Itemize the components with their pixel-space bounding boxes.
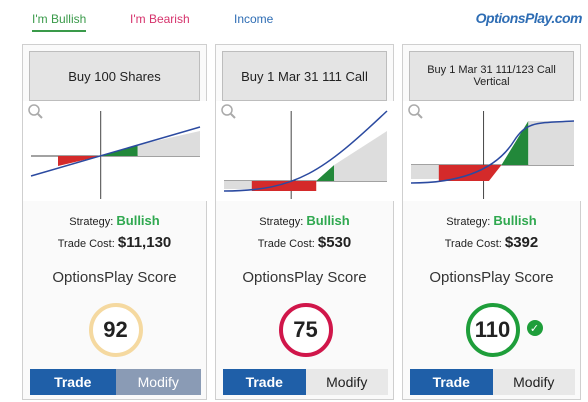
payoff-diagram: [403, 101, 582, 206]
modify-button[interactable]: Modify: [305, 369, 388, 395]
strategy-label: Strategy:: [69, 216, 114, 228]
tab[interactable]: I'm Bearish: [130, 12, 190, 26]
logo[interactable]: OptionsPlay.com: [475, 10, 583, 26]
tab[interactable]: I'm Bullish: [32, 12, 87, 32]
payoff-diagram: [23, 101, 208, 206]
score-circle: 75: [278, 303, 333, 357]
strategy-value: Bullish: [493, 213, 537, 228]
payoff-chart: [23, 101, 208, 201]
card: Buy 1 Mar 31 111/123 Call Vertical Strate…: [402, 44, 582, 400]
card-title: Buy 100 Shares: [29, 51, 200, 101]
cost-value: $392: [504, 234, 539, 251]
score-label: OptionsPlay Score: [52, 269, 177, 286]
card-title: Buy 1 Mar 31 111/123 Call Vertical: [409, 51, 574, 101]
strategy-line: Strategy: Bullish: [23, 213, 206, 228]
payoff-diagram: [216, 101, 395, 206]
payoff-chart: [403, 101, 582, 201]
cost-label: Trade Cost:: [444, 238, 502, 250]
trade-button[interactable]: Trade: [223, 369, 306, 395]
cost-line: Trade Cost: $392: [403, 234, 580, 251]
cost-value: $11,130: [117, 234, 172, 251]
score-label: OptionsPlay Score: [242, 269, 367, 286]
strategy-value: Bullish: [306, 213, 350, 228]
cost-line: Trade Cost: $530: [216, 234, 393, 251]
strategy-line: Strategy: Bullish: [216, 213, 393, 228]
cost-value: $530: [317, 234, 352, 251]
cost-line: Trade Cost: $11,130: [23, 234, 206, 251]
tab[interactable]: Income: [234, 12, 274, 26]
check-icon: ✓: [526, 320, 543, 336]
score-circle: 92: [88, 303, 143, 357]
score-circle: 110: [465, 303, 520, 357]
strategy-line: Strategy: Bullish: [403, 213, 580, 228]
strategy-label: Strategy:: [446, 216, 491, 228]
payoff-chart: [216, 101, 395, 201]
strategy-label: Strategy:: [259, 216, 304, 228]
card: Buy 100 Shares Strategy: Bullish Trade Cos…: [22, 44, 208, 400]
card: Buy 1 Mar 31 111 Call Strategy: Bullish Tr…: [215, 44, 395, 400]
cost-label: Trade Cost:: [57, 238, 115, 250]
score-label: OptionsPlay Score: [429, 269, 554, 286]
strategy-value: Bullish: [116, 213, 160, 228]
modify-button[interactable]: Modify: [492, 369, 575, 395]
trade-button[interactable]: Trade: [410, 369, 493, 395]
card-title: Buy 1 Mar 31 111 Call: [222, 51, 387, 101]
modify-button[interactable]: Modify: [115, 369, 201, 395]
cost-label: Trade Cost:: [257, 238, 315, 250]
trade-button[interactable]: Trade: [30, 369, 116, 395]
